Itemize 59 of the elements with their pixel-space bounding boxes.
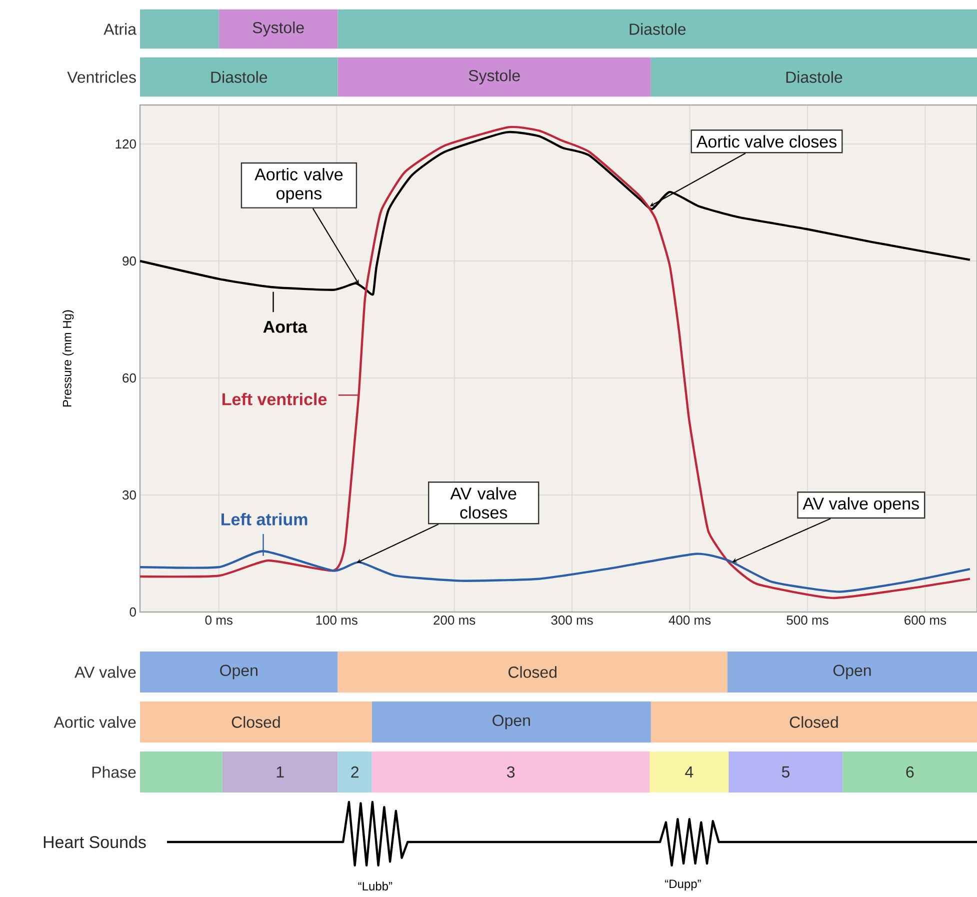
bar [338,57,651,97]
y-tick-label: 0 [130,607,136,617]
y-axis-title: Pressure (mm Hg) [62,310,74,407]
y-tick-label: AV valve [74,666,136,678]
data-label: Diastole [786,71,842,83]
bar [338,752,372,792]
bar [218,9,338,49]
data-label: Open [833,664,871,680]
annotation: Aortic valve closes [696,135,836,148]
y-tick-label: Aortic valve [54,716,136,728]
annotation: AV valve opens [802,497,919,513]
data-label: Open [492,714,530,730]
x-tick-label: 200 ms [434,616,476,625]
line-series [138,131,972,296]
annotation: 2 [351,766,358,778]
data-label: Diastole [630,23,686,35]
bar [140,9,219,49]
bar [372,752,650,792]
x-tick-label: 600 ms [904,616,946,625]
x-tick-label: 500 ms [786,616,828,625]
y-tick-label: 30 [122,490,136,500]
bar [728,752,843,792]
annotation: Aortic valve opens [254,168,343,203]
y-tick-label: 90 [122,256,136,266]
annotation: 4 [685,766,694,778]
line-series [138,126,972,600]
y-tick-label: Ventricles [67,71,136,83]
data-label: Open [220,664,258,680]
y-tick-label: Atria [104,23,136,35]
data-label: Diastole [211,71,268,83]
series-label: Aorta [263,320,308,333]
data-label: Closed [232,716,280,728]
text: “Dupp” [665,880,701,890]
data-label: Systole [252,22,304,36]
data-label: Systole [468,70,520,84]
x-tick-label: 300 ms [551,616,593,625]
bar [338,9,977,49]
x-tick-label: 100 ms [316,616,358,625]
bar [842,752,977,792]
x-tick-label: 0 ms [205,616,232,625]
y-axis-title: Heart Sounds [44,836,146,848]
y-tick-label: Phase [92,766,136,778]
y-tick-label: 60 [122,373,136,383]
data-label: Closed [508,666,556,678]
annotation: 1 [276,766,284,778]
annotation: AV valve closes [450,487,516,519]
bar [140,57,338,97]
x-tick-label: 400 ms [668,616,711,625]
bar [650,57,977,97]
text: “Lubb” [358,882,392,890]
series-label: Left atrium [222,512,308,526]
legend-label: Left ventricle [222,392,327,406]
bar [650,752,729,792]
annotation: 5 [782,766,790,778]
annotation: 3 [506,766,515,778]
annotation: 6 [906,766,914,778]
data-label: Closed [790,716,838,728]
y-tick-label: 120 [116,139,136,149]
bar [222,752,338,792]
